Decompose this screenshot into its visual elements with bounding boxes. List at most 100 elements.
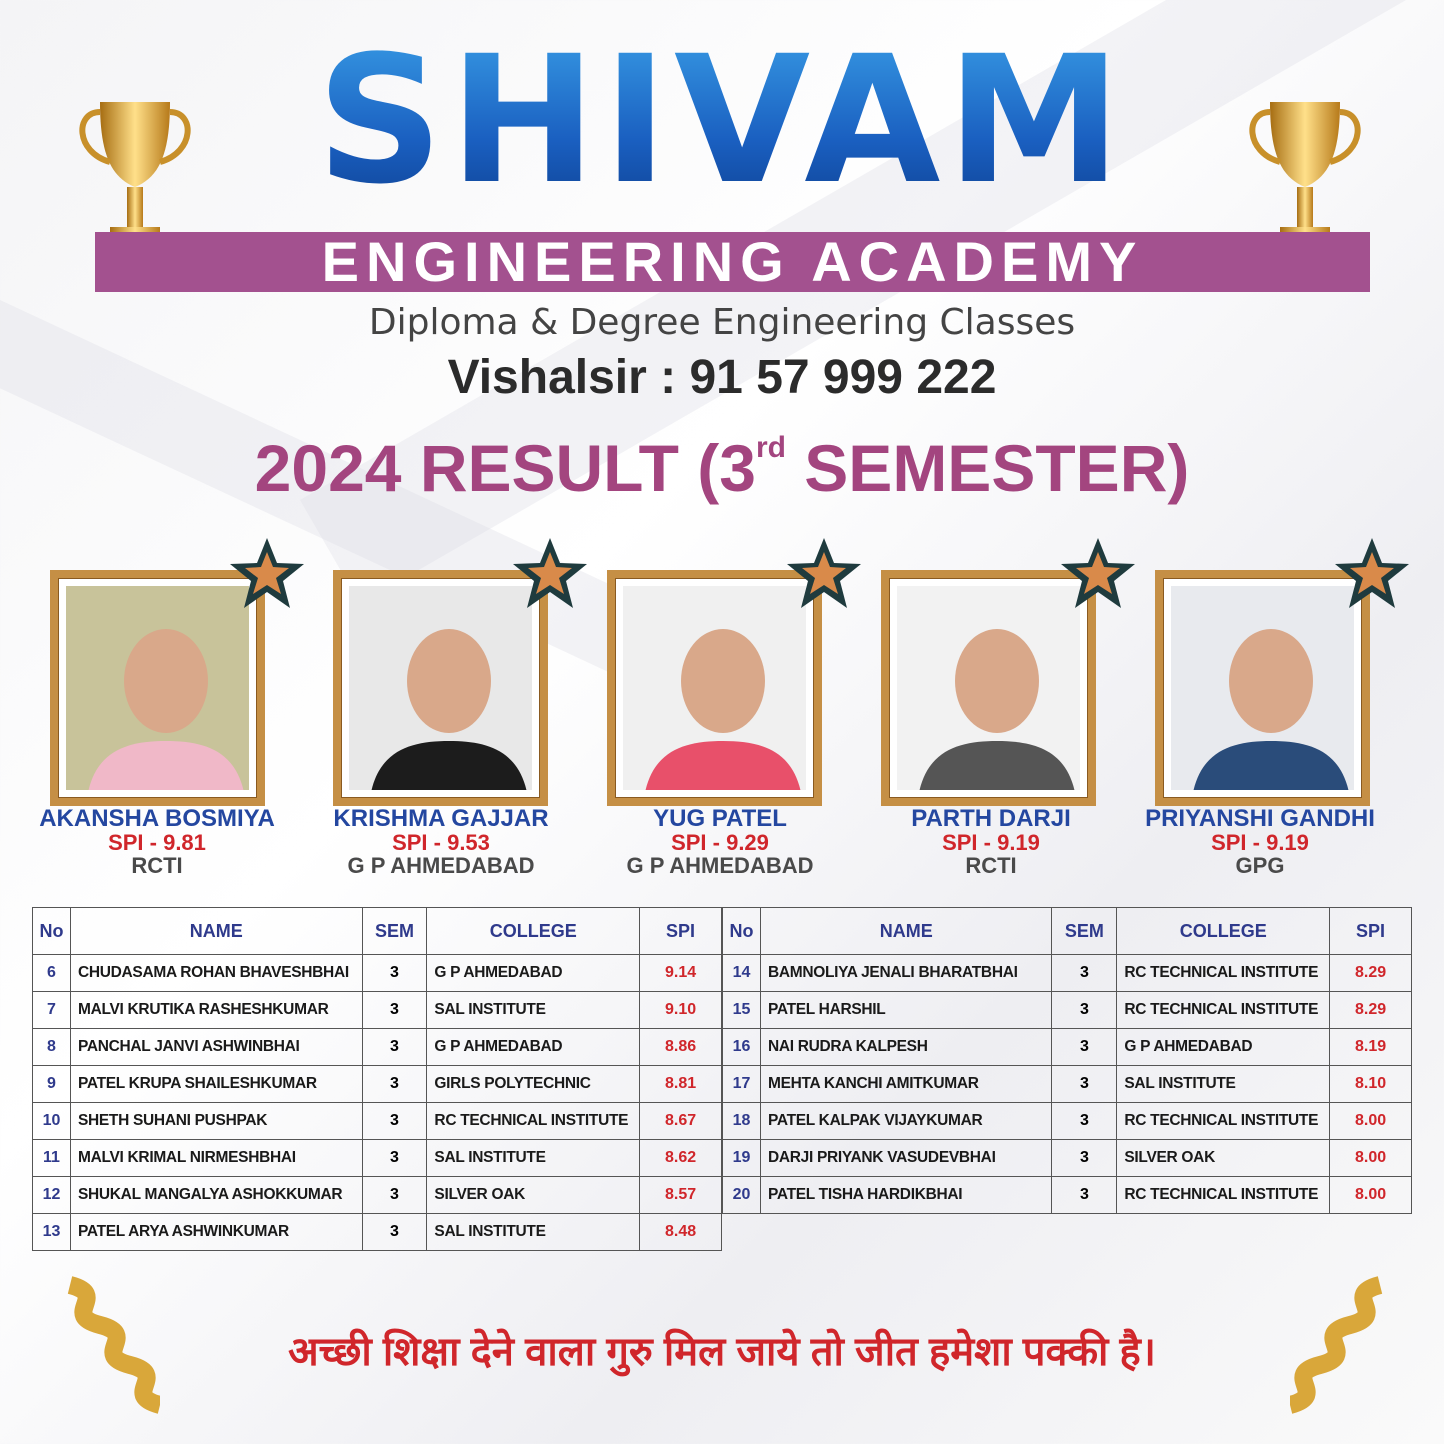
academy-band: ENGINEERING ACADEMY: [95, 232, 1370, 292]
topper-photo-card: [333, 538, 587, 806]
cell-row-no: 20: [722, 1176, 761, 1214]
cell-college: SAL INSTITUTE: [426, 991, 641, 1029]
cell-spi: 8.57: [639, 1176, 722, 1214]
cell-college: G P AHMEDABAD: [426, 1028, 641, 1066]
cell-college: G P AHMEDABAD: [426, 954, 641, 992]
cell-student-name: PATEL KRUPA SHAILESHKUMAR: [69, 1065, 363, 1103]
topper-spi: SPI - 9.81: [108, 830, 206, 855]
topper-spi: SPI - 9.19: [942, 830, 1040, 855]
star-badge-icon: [787, 538, 861, 608]
cell-row-no: 10: [32, 1102, 71, 1140]
topper-info: YUG PATEL SPI - 9.29 G P AHMEDABAD: [570, 806, 870, 878]
cell-student-name: CHUDASAMA ROHAN BHAVESHBHAI: [69, 954, 363, 992]
cell-college: GIRLS POLYTECHNIC: [426, 1065, 641, 1103]
results-table-right: No NAME SEM COLLEGE SPI 14 BAMNOLIYA JENALI BH…: [722, 907, 1412, 1214]
cell-row-no: 17: [722, 1065, 761, 1103]
cell-spi: 8.67: [639, 1102, 722, 1140]
academy-name: ENGINEERING ACADEMY: [321, 230, 1144, 293]
cell-student-name: MEHTA KANCHI AMITKUMAR: [759, 1065, 1053, 1103]
results-table-left: No NAME SEM COLLEGE SPI 6 CHUDASAMA ROHAN BHAV…: [32, 907, 722, 1251]
ribbon-icon: [1290, 1276, 1383, 1414]
cell-college: SAL INSTITUTE: [426, 1139, 641, 1177]
topper-photo-card: [50, 538, 304, 806]
cell-student-name: MALVI KRUTIKA RASHESHKUMAR: [69, 991, 363, 1029]
table-row: 15 PATEL HARSHIL 3 RC TECHNICAL INSTITUTE 8.…: [722, 991, 1412, 1029]
table-row: 20 PATEL TISHA HARDIKBHAI 3 RC TECHNICAL IN…: [722, 1176, 1412, 1214]
cell-semester: 3: [1051, 1065, 1118, 1103]
cell-semester: 3: [1051, 1176, 1118, 1214]
header-semester: SEM: [1051, 907, 1118, 955]
cell-student-name: PATEL TISHA HARDIKBHAI: [759, 1176, 1053, 1214]
topper-college: RCTI: [965, 853, 1017, 878]
topper-info: PARTH DARJI SPI - 9.19 RCTI: [841, 806, 1141, 878]
cell-semester: 3: [361, 1065, 428, 1103]
student-photo: [349, 586, 532, 790]
photo-frame: [607, 570, 822, 806]
table-header: No NAME SEM COLLEGE SPI: [32, 907, 722, 955]
topper-name: YUG PATEL: [653, 805, 787, 832]
cell-spi: 8.00: [1329, 1139, 1412, 1177]
topper-photo-card: [881, 538, 1135, 806]
topper-college: G P AHMEDABAD: [626, 853, 814, 878]
header-student-name: NAME: [759, 907, 1053, 955]
result-title-suffix: SEMESTER): [785, 431, 1190, 505]
cell-student-name: SHETH SUHANI PUSHPAK: [69, 1102, 363, 1140]
cell-row-no: 6: [32, 954, 71, 992]
cell-semester: 3: [361, 1139, 428, 1177]
cell-spi: 8.81: [639, 1065, 722, 1103]
cell-college: RC TECHNICAL INSTITUTE: [1116, 991, 1331, 1029]
header-row-no: No: [722, 907, 761, 955]
cell-spi: 8.10: [1329, 1065, 1412, 1103]
cell-student-name: MALVI KRIMAL NIRMESHBHAI: [69, 1139, 363, 1177]
header-college: COLLEGE: [1116, 907, 1331, 955]
topper-photo-card: [607, 538, 861, 806]
topper-name: PARTH DARJI: [911, 805, 1071, 832]
student-photo: [897, 586, 1080, 790]
star-badge-icon: [1061, 538, 1135, 608]
cell-semester: 3: [1051, 991, 1118, 1029]
star-badge-icon: [230, 538, 304, 608]
cell-semester: 3: [361, 1102, 428, 1140]
cell-row-no: 13: [32, 1213, 71, 1251]
cell-college: G P AHMEDABAD: [1116, 1028, 1331, 1066]
topper-name: PRIYANSHI GANDHI: [1145, 805, 1375, 832]
cell-spi: 9.10: [639, 991, 722, 1029]
cell-semester: 3: [1051, 1139, 1118, 1177]
cell-student-name: PANCHAL JANVI ASHWINBHAI: [69, 1028, 363, 1066]
cell-spi: 8.00: [1329, 1176, 1412, 1214]
table-header: No NAME SEM COLLEGE SPI: [722, 907, 1412, 955]
cell-student-name: SHUKAL MANGALYA ASHOKKUMAR: [69, 1176, 363, 1214]
cell-student-name: BAMNOLIYA JENALI BHARATBHAI: [759, 954, 1053, 992]
cell-spi: 8.86: [639, 1028, 722, 1066]
star-badge-icon: [1335, 538, 1409, 608]
result-title: 2024 RESULT (3rd SEMESTER): [0, 430, 1444, 506]
cell-semester: 3: [1051, 1028, 1118, 1066]
hindi-quote: अच्छी शिक्षा देने वाला गुरु मिल जाये तो …: [288, 1330, 1156, 1374]
star-badge-icon: [513, 538, 587, 608]
header-student-name: NAME: [69, 907, 363, 955]
topper-college: GPG: [1235, 853, 1285, 878]
cell-college: SAL INSTITUTE: [426, 1213, 641, 1251]
brand-logo: SHIVAM: [0, 18, 1444, 223]
cell-semester: 3: [361, 1213, 428, 1251]
table-row: 16 NAI RUDRA KALPESH 3 G P AHMEDABAD 8.19: [722, 1028, 1412, 1066]
result-title-prefix: 2024 RESULT (3: [254, 431, 756, 505]
cell-college: SILVER OAK: [1116, 1139, 1331, 1177]
topper-info: PRIYANSHI GANDHI SPI - 9.19 GPG: [1110, 806, 1410, 878]
topper-info: KRISHMA GAJJAR SPI - 9.53 G P AHMEDABAD: [291, 806, 591, 878]
cell-spi: 8.00: [1329, 1102, 1412, 1140]
topper-name: AKANSHA BOSMIYA: [39, 805, 275, 832]
subtitle: Diploma & Degree Engineering Classes: [368, 302, 1076, 343]
cell-spi: 8.29: [1329, 954, 1412, 992]
header-spi: SPI: [639, 907, 722, 955]
cell-row-no: 7: [32, 991, 71, 1029]
cell-row-no: 8: [32, 1028, 71, 1066]
header-row-no: No: [32, 907, 71, 955]
table-row: 9 PATEL KRUPA SHAILESHKUMAR 3 GIRLS POLYTEC…: [32, 1065, 722, 1103]
cell-row-no: 19: [722, 1139, 761, 1177]
topper-spi: SPI - 9.19: [1211, 830, 1309, 855]
cell-semester: 3: [1051, 1102, 1118, 1140]
cell-semester: 3: [361, 954, 428, 992]
cell-student-name: PATEL ARYA ASHWINKUMAR: [69, 1213, 363, 1251]
photo-frame: [333, 570, 548, 806]
